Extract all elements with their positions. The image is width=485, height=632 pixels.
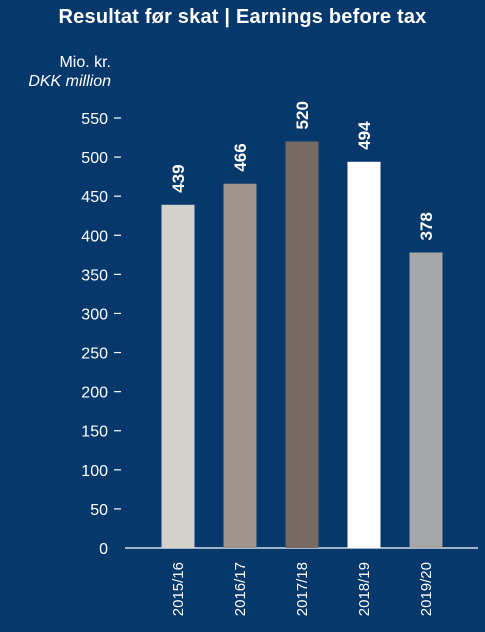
- y-unit-label-english: DKK million: [28, 73, 111, 90]
- bar-2017-18: [285, 141, 319, 549]
- x-tick-label: 2017/18: [294, 562, 311, 616]
- y-tick-label: 50: [90, 502, 108, 519]
- y-axis: 0 50 100 150 200 250 300 350 400 450 500 550: [81, 111, 121, 558]
- bar-2019-20: [409, 252, 443, 549]
- y-tick-label: 550: [81, 111, 108, 128]
- chart-title: Resultat før skat | Earnings before tax: [58, 6, 427, 28]
- x-tick-label: 2018/19: [356, 562, 373, 616]
- bar-2015-16: [161, 204, 195, 549]
- y-tick-label: 450: [81, 189, 108, 206]
- y-tick-label: 200: [81, 385, 108, 402]
- y-tick-label: 400: [81, 228, 108, 245]
- y-tick-label: 150: [81, 424, 108, 441]
- value-label: 378: [417, 212, 436, 240]
- y-tick-label: 350: [81, 267, 108, 284]
- value-label: 466: [231, 143, 250, 171]
- y-tick-label: 0: [99, 541, 108, 558]
- y-tick-label: 100: [81, 463, 108, 480]
- bar-2016-17: [223, 183, 257, 548]
- x-axis-labels: 2015/16 2016/17 2017/18 2018/19 2019/20: [170, 562, 435, 616]
- bar-2018-19: [347, 161, 381, 549]
- y-tick-label: 500: [81, 150, 108, 167]
- y-tick-label: 250: [81, 346, 108, 363]
- y-unit-label-danish: Mio. kr.: [59, 54, 111, 71]
- x-tick-label: 2015/16: [170, 562, 187, 616]
- value-label: 494: [355, 121, 374, 150]
- value-labels: 439 466 520 494 378: [169, 101, 436, 240]
- x-tick-label: 2016/17: [232, 562, 249, 616]
- bars: [161, 141, 443, 549]
- value-label: 439: [169, 164, 188, 192]
- x-tick-label: 2019/20: [418, 562, 435, 616]
- y-tick-label: 300: [81, 306, 108, 323]
- value-label: 520: [293, 101, 312, 129]
